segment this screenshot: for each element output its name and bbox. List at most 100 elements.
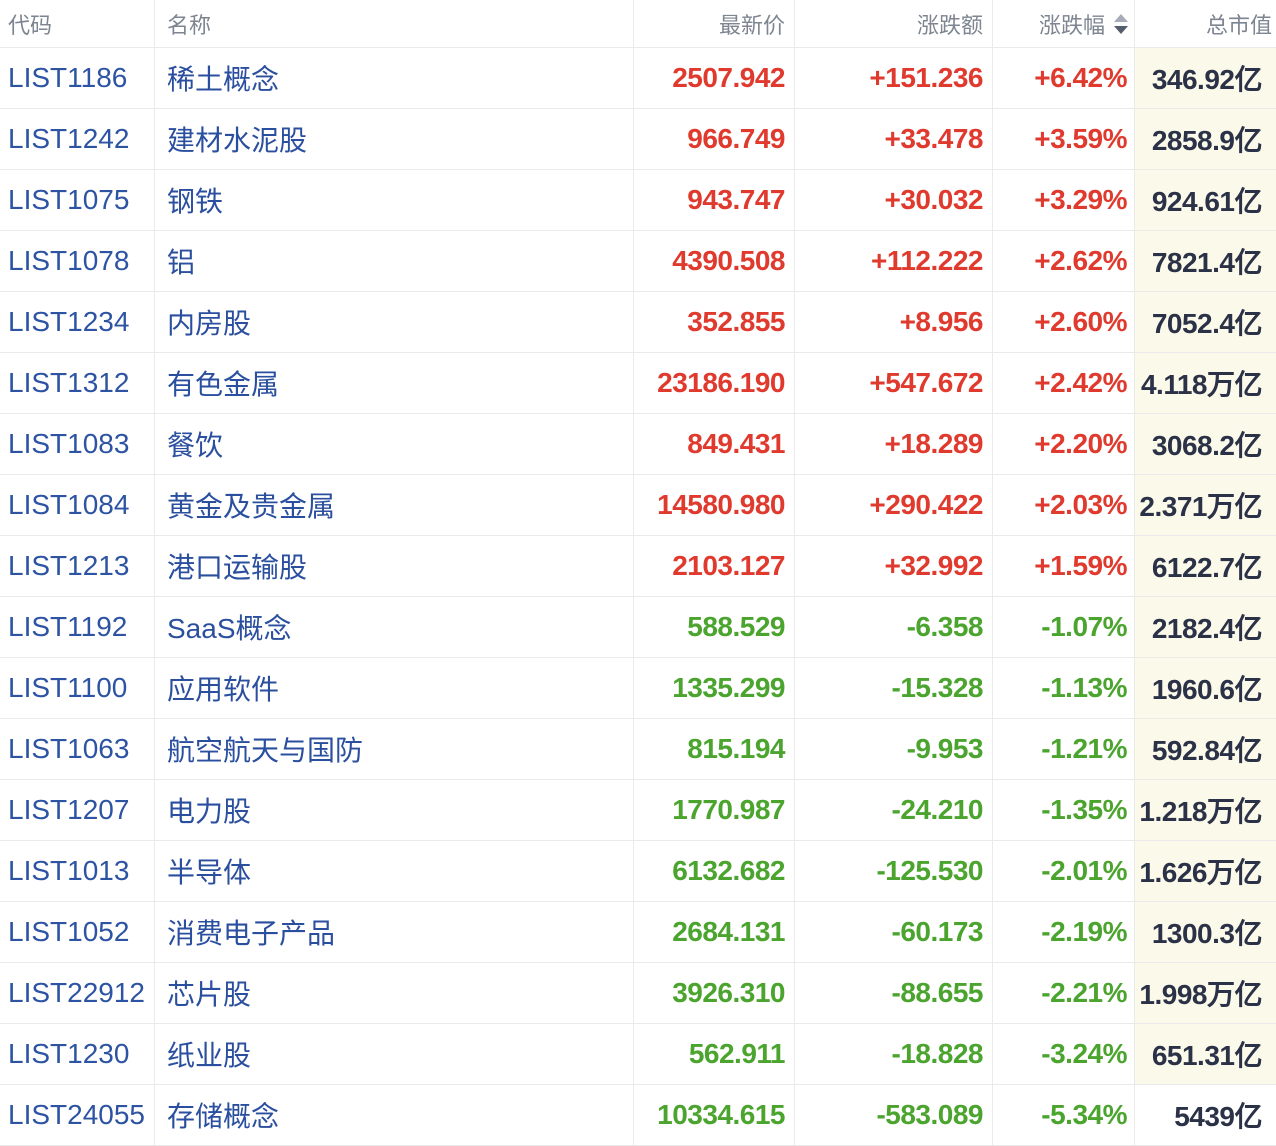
row-code[interactable]: LIST22912 — [0, 963, 155, 1023]
row-name[interactable]: 应用软件 — [155, 658, 634, 718]
row-name[interactable]: 消费电子产品 — [155, 902, 634, 962]
row-market-cap: 651.31亿 — [1135, 1024, 1276, 1084]
column-header-change-percent[interactable]: 涨跌幅 — [993, 0, 1135, 47]
row-code[interactable]: LIST1075 — [0, 170, 155, 230]
row-market-cap: 592.84亿 — [1135, 719, 1276, 779]
row-change-percent: +1.59% — [993, 536, 1135, 596]
row-code[interactable]: LIST1084 — [0, 475, 155, 535]
row-code[interactable]: LIST1192 — [0, 597, 155, 657]
row-change-percent: +2.62% — [993, 231, 1135, 291]
row-code[interactable]: LIST1234 — [0, 292, 155, 352]
row-name[interactable]: 稀土概念 — [155, 48, 634, 108]
row-latest-price: 849.431 — [634, 414, 795, 474]
sort-arrows-icon[interactable] — [1114, 13, 1128, 34]
table-row[interactable]: LIST1213 港口运输股 2103.127 +32.992 +1.59% 6… — [0, 536, 1276, 597]
row-name[interactable]: 半导体 — [155, 841, 634, 901]
table-row[interactable]: LIST1100 应用软件 1335.299 -15.328 -1.13% 19… — [0, 658, 1276, 719]
row-change-amount: -6.358 — [795, 597, 993, 657]
table-row[interactable]: LIST1052 消费电子产品 2684.131 -60.173 -2.19% … — [0, 902, 1276, 963]
row-change-amount: -125.530 — [795, 841, 993, 901]
column-header-name[interactable]: 名称 — [155, 0, 634, 47]
row-market-cap: 4.118万亿 — [1135, 353, 1276, 413]
row-change-amount: -583.089 — [795, 1085, 993, 1145]
table-header-row: 代码 名称 最新价 涨跌额 涨跌幅 总市值 — [0, 0, 1276, 48]
row-change-amount: +18.289 — [795, 414, 993, 474]
row-market-cap: 2.371万亿 — [1135, 475, 1276, 535]
row-change-amount: +151.236 — [795, 48, 993, 108]
row-code[interactable]: LIST1207 — [0, 780, 155, 840]
table-row[interactable]: LIST1063 航空航天与国防 815.194 -9.953 -1.21% 5… — [0, 719, 1276, 780]
table-body: LIST1186 稀土概念 2507.942 +151.236 +6.42% 3… — [0, 48, 1276, 1146]
row-code[interactable]: LIST1213 — [0, 536, 155, 596]
row-latest-price: 23186.190 — [634, 353, 795, 413]
row-name[interactable]: 铝 — [155, 231, 634, 291]
row-code[interactable]: LIST1078 — [0, 231, 155, 291]
row-name[interactable]: 港口运输股 — [155, 536, 634, 596]
row-code[interactable]: LIST1013 — [0, 841, 155, 901]
table-row[interactable]: LIST1013 半导体 6132.682 -125.530 -2.01% 1.… — [0, 841, 1276, 902]
row-change-amount: -24.210 — [795, 780, 993, 840]
row-latest-price: 2684.131 — [634, 902, 795, 962]
row-name[interactable]: 航空航天与国防 — [155, 719, 634, 779]
row-name[interactable]: 芯片股 — [155, 963, 634, 1023]
row-latest-price: 10334.615 — [634, 1085, 795, 1145]
row-change-percent: -1.35% — [993, 780, 1135, 840]
row-latest-price: 352.855 — [634, 292, 795, 352]
table-row[interactable]: LIST1207 电力股 1770.987 -24.210 -1.35% 1.2… — [0, 780, 1276, 841]
row-market-cap: 5439亿 — [1135, 1085, 1276, 1145]
row-name[interactable]: 有色金属 — [155, 353, 634, 413]
row-market-cap: 2858.9亿 — [1135, 109, 1276, 169]
column-header-code[interactable]: 代码 — [0, 0, 155, 47]
row-name[interactable]: 存储概念 — [155, 1085, 634, 1145]
table-row[interactable]: LIST1075 钢铁 943.747 +30.032 +3.29% 924.6… — [0, 170, 1276, 231]
row-name[interactable]: 建材水泥股 — [155, 109, 634, 169]
row-change-percent: -1.13% — [993, 658, 1135, 718]
table-row[interactable]: LIST1192 SaaS概念 588.529 -6.358 -1.07% 21… — [0, 597, 1276, 658]
column-header-latest-price[interactable]: 最新价 — [634, 0, 795, 47]
table-row[interactable]: LIST1242 建材水泥股 966.749 +33.478 +3.59% 28… — [0, 109, 1276, 170]
row-code[interactable]: LIST1230 — [0, 1024, 155, 1084]
table-row[interactable]: LIST22912 芯片股 3926.310 -88.655 -2.21% 1.… — [0, 963, 1276, 1024]
row-market-cap: 7052.4亿 — [1135, 292, 1276, 352]
row-latest-price: 815.194 — [634, 719, 795, 779]
row-name[interactable]: 黄金及贵金属 — [155, 475, 634, 535]
table-row[interactable]: LIST1083 餐饮 849.431 +18.289 +2.20% 3068.… — [0, 414, 1276, 475]
row-code[interactable]: LIST1083 — [0, 414, 155, 474]
row-change-amount: +30.032 — [795, 170, 993, 230]
row-name[interactable]: 内房股 — [155, 292, 634, 352]
row-market-cap: 1300.3亿 — [1135, 902, 1276, 962]
row-change-amount: +8.956 — [795, 292, 993, 352]
row-market-cap: 1.218万亿 — [1135, 780, 1276, 840]
column-header-market-cap[interactable]: 总市值 — [1135, 0, 1276, 47]
row-name[interactable]: 餐饮 — [155, 414, 634, 474]
row-change-percent: -2.21% — [993, 963, 1135, 1023]
table-row[interactable]: LIST1312 有色金属 23186.190 +547.672 +2.42% … — [0, 353, 1276, 414]
row-change-amount: +33.478 — [795, 109, 993, 169]
table-row[interactable]: LIST1186 稀土概念 2507.942 +151.236 +6.42% 3… — [0, 48, 1276, 109]
table-row[interactable]: LIST1230 纸业股 562.911 -18.828 -3.24% 651.… — [0, 1024, 1276, 1085]
table-row[interactable]: LIST24055 存储概念 10334.615 -583.089 -5.34%… — [0, 1085, 1276, 1146]
row-latest-price: 6132.682 — [634, 841, 795, 901]
row-code[interactable]: LIST1186 — [0, 48, 155, 108]
row-code[interactable]: LIST1242 — [0, 109, 155, 169]
row-code[interactable]: LIST1100 — [0, 658, 155, 718]
row-code[interactable]: LIST1312 — [0, 353, 155, 413]
row-code[interactable]: LIST1052 — [0, 902, 155, 962]
column-header-change-amount[interactable]: 涨跌额 — [795, 0, 993, 47]
row-market-cap: 1960.6亿 — [1135, 658, 1276, 718]
row-change-percent: -2.19% — [993, 902, 1135, 962]
table-row[interactable]: LIST1078 铝 4390.508 +112.222 +2.62% 7821… — [0, 231, 1276, 292]
row-name[interactable]: 纸业股 — [155, 1024, 634, 1084]
table-row[interactable]: LIST1084 黄金及贵金属 14580.980 +290.422 +2.03… — [0, 475, 1276, 536]
row-change-percent: +3.59% — [993, 109, 1135, 169]
row-change-percent: +3.29% — [993, 170, 1135, 230]
row-code[interactable]: LIST24055 — [0, 1085, 155, 1145]
table-row[interactable]: LIST1234 内房股 352.855 +8.956 +2.60% 7052.… — [0, 292, 1276, 353]
row-code[interactable]: LIST1063 — [0, 719, 155, 779]
row-name[interactable]: 电力股 — [155, 780, 634, 840]
row-name[interactable]: SaaS概念 — [155, 597, 634, 657]
row-market-cap: 346.92亿 — [1135, 48, 1276, 108]
row-name[interactable]: 钢铁 — [155, 170, 634, 230]
row-change-percent: +2.03% — [993, 475, 1135, 535]
